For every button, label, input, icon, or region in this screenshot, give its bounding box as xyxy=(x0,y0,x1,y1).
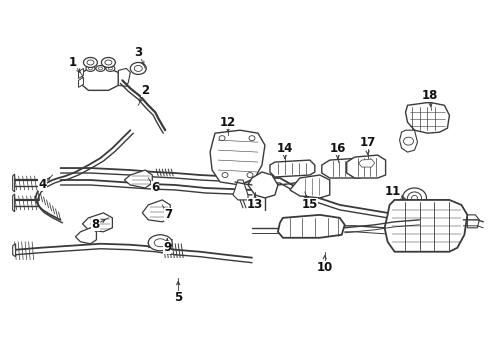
Polygon shape xyxy=(142,200,170,222)
Polygon shape xyxy=(321,158,367,178)
Polygon shape xyxy=(78,68,83,78)
Text: 15: 15 xyxy=(301,198,317,211)
Text: 5: 5 xyxy=(174,291,182,304)
Polygon shape xyxy=(82,68,118,90)
Text: 12: 12 xyxy=(220,116,236,129)
Text: 7: 7 xyxy=(164,208,172,221)
Ellipse shape xyxy=(148,235,172,251)
Ellipse shape xyxy=(246,172,252,177)
Polygon shape xyxy=(384,200,467,252)
Ellipse shape xyxy=(87,60,94,65)
Ellipse shape xyxy=(106,66,115,71)
Polygon shape xyxy=(247,172,277,198)
Text: 11: 11 xyxy=(384,185,400,198)
Text: 10: 10 xyxy=(316,261,332,274)
Text: 1: 1 xyxy=(68,56,77,69)
Ellipse shape xyxy=(108,67,112,70)
Ellipse shape xyxy=(96,66,105,71)
Text: 2: 2 xyxy=(141,84,149,97)
Polygon shape xyxy=(405,102,448,133)
Ellipse shape xyxy=(88,67,92,70)
Polygon shape xyxy=(13,244,16,257)
Text: 13: 13 xyxy=(246,198,263,211)
Polygon shape xyxy=(269,160,314,177)
Ellipse shape xyxy=(407,192,421,204)
Text: 18: 18 xyxy=(421,89,437,102)
Polygon shape xyxy=(346,155,385,178)
Polygon shape xyxy=(289,175,329,198)
Text: 8: 8 xyxy=(91,218,100,231)
Text: 17: 17 xyxy=(359,136,375,149)
Polygon shape xyxy=(13,194,15,212)
Text: 9: 9 xyxy=(163,241,171,254)
Text: 4: 4 xyxy=(39,179,47,192)
Text: 3: 3 xyxy=(134,46,142,59)
Ellipse shape xyxy=(248,136,254,141)
Polygon shape xyxy=(358,159,374,167)
Polygon shape xyxy=(82,213,112,232)
Ellipse shape xyxy=(86,66,95,71)
Ellipse shape xyxy=(154,239,166,247)
Polygon shape xyxy=(124,170,152,188)
Ellipse shape xyxy=(402,188,426,208)
Polygon shape xyxy=(467,215,478,228)
Polygon shape xyxy=(13,174,15,192)
Polygon shape xyxy=(399,130,417,152)
Text: 6: 6 xyxy=(151,181,159,194)
Polygon shape xyxy=(75,228,96,244)
Ellipse shape xyxy=(411,195,417,201)
Ellipse shape xyxy=(403,137,413,145)
Polygon shape xyxy=(210,130,264,185)
Polygon shape xyxy=(118,68,130,86)
Text: 16: 16 xyxy=(329,141,345,155)
Polygon shape xyxy=(233,180,247,200)
Ellipse shape xyxy=(98,67,102,70)
Ellipse shape xyxy=(219,136,224,141)
Ellipse shape xyxy=(130,62,146,75)
Polygon shape xyxy=(78,77,83,87)
Text: 14: 14 xyxy=(276,141,292,155)
Ellipse shape xyxy=(134,66,142,71)
Ellipse shape xyxy=(83,58,97,67)
Ellipse shape xyxy=(222,172,227,177)
Ellipse shape xyxy=(101,58,115,67)
Ellipse shape xyxy=(105,60,112,65)
Polygon shape xyxy=(277,215,344,238)
